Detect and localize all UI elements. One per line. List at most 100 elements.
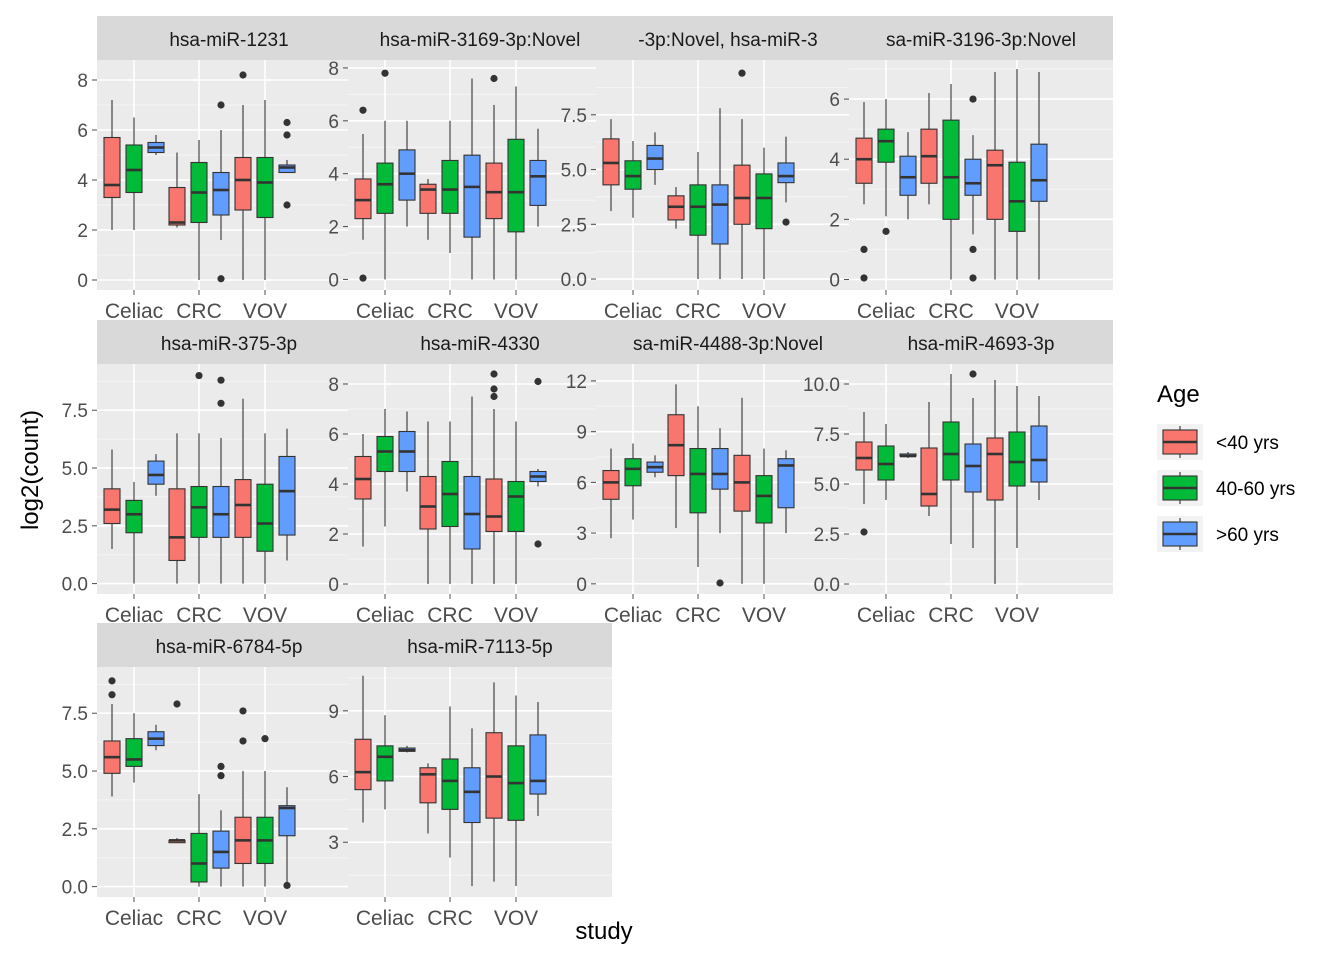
box-celiac-0 — [103, 449, 121, 549]
facet-strip-label: hsa-miR-6784-5p — [156, 637, 303, 658]
box-body — [899, 155, 917, 196]
box-vov-0 — [986, 72, 1004, 280]
box-body — [441, 758, 459, 810]
box-celiac-0 — [103, 100, 121, 230]
x-tick-label: VOV — [742, 300, 786, 323]
x-tick-label: VOV — [243, 300, 287, 323]
box-vov-1 — [1008, 69, 1026, 280]
y-tick-label: 4 — [77, 171, 88, 192]
box-body — [354, 738, 372, 791]
box-vov-1 — [256, 735, 274, 887]
box-vov-2 — [777, 450, 795, 534]
box-celiac-1 — [877, 99, 895, 235]
y-tick-label: 0 — [829, 270, 840, 291]
x-tick-label: Celiac — [604, 300, 662, 323]
x-tick-label: VOV — [243, 907, 287, 930]
box-celiac-0 — [855, 412, 873, 536]
box-crc-1 — [441, 706, 459, 858]
box-body — [278, 805, 296, 837]
y-tick-label: 0.0 — [62, 878, 88, 899]
outlier-point — [217, 399, 225, 407]
box-body — [398, 149, 416, 201]
box-celiac-2 — [147, 454, 165, 496]
y-tick-label: 4 — [328, 475, 339, 496]
box-vov-1 — [507, 86, 525, 280]
outlier-point — [217, 376, 225, 384]
box-crc-0 — [419, 178, 437, 240]
legend-label: 40-60 yrs — [1216, 479, 1295, 500]
x-tick-label: CRC — [176, 604, 222, 627]
facet-strip-label: hsa-miR-375-3p — [161, 334, 297, 355]
box-body — [942, 421, 960, 481]
box-crc-2 — [212, 376, 230, 584]
x-tick-label: Celiac — [604, 604, 662, 627]
x-tick-label: CRC — [176, 907, 222, 930]
box-body — [278, 455, 296, 536]
box-body — [1008, 431, 1026, 487]
box-body — [855, 137, 873, 184]
box-crc-1 — [942, 84, 960, 280]
box-crc-2 — [964, 95, 982, 282]
y-tick-label: 6 — [576, 473, 587, 494]
box-celiac-2 — [899, 132, 917, 220]
x-tick-label: Celiac — [356, 300, 414, 323]
box-celiac-0 — [354, 106, 372, 282]
x-tick-label: Celiac — [105, 300, 163, 323]
outlier-point — [283, 881, 291, 890]
box-body — [689, 448, 707, 514]
box-crc-2 — [463, 728, 481, 887]
x-tick-label: Celiac — [105, 907, 163, 930]
x-tick-label: Celiac — [356, 907, 414, 930]
box-celiac-2 — [646, 132, 664, 185]
facet-strip-label: -3p:Novel, hsa-miR-3 — [638, 30, 818, 51]
box-body — [485, 478, 503, 533]
box-body — [212, 171, 230, 216]
box-celiac-1 — [125, 481, 143, 584]
box-body — [711, 184, 729, 245]
facet-panel: hsa-miR-6784-5p 0.0 2.5 5.0 7.5 Celiac CRC VOV — [62, 623, 361, 930]
box-body — [234, 479, 252, 538]
outlier-point — [969, 274, 977, 282]
y-tick-label: 5.0 — [814, 475, 840, 496]
box-body — [419, 767, 437, 804]
y-tick-label: 6 — [328, 425, 339, 446]
box-body — [212, 485, 230, 538]
facet-strip — [97, 16, 361, 60]
box-body — [507, 138, 525, 233]
outlier-point — [359, 106, 367, 114]
x-tick-label: VOV — [995, 300, 1039, 323]
box-vov-1 — [1008, 386, 1026, 548]
facet-panel: hsa-miR-1231 0 2 4 6 8 Celiac CRC VOV — [77, 16, 361, 323]
box-body — [529, 734, 547, 795]
box-vov-2 — [278, 118, 296, 209]
y-tick-label: 2.5 — [62, 820, 88, 841]
box-crc-1 — [190, 371, 208, 584]
box-vov-0 — [733, 69, 751, 280]
box-crc-2 — [212, 762, 230, 887]
box-celiac-2 — [147, 135, 165, 155]
y-tick-label: 0 — [77, 271, 88, 292]
y-tick-label: 0.0 — [814, 575, 840, 596]
facet-strip — [97, 623, 361, 667]
box-body — [986, 149, 1004, 220]
outlier-point — [860, 245, 868, 254]
box-vov-0 — [234, 707, 252, 887]
y-tick-label: 2 — [328, 218, 339, 239]
facet-strip-label: hsa-miR-1231 — [169, 30, 288, 51]
outlier-point — [381, 69, 389, 77]
box-body — [419, 183, 437, 214]
box-crc-0 — [168, 700, 186, 844]
y-tick-label: 4 — [328, 165, 339, 186]
outlier-point — [969, 370, 977, 378]
box-celiac-1 — [125, 117, 143, 230]
y-tick-label: 7.5 — [62, 704, 88, 725]
outlier-point — [217, 772, 225, 780]
box-body — [376, 435, 394, 473]
box-crc-0 — [419, 421, 437, 584]
box-vov-2 — [529, 128, 547, 227]
box-body — [147, 460, 165, 485]
y-tick-label: 0 — [576, 575, 587, 596]
y-axis-title: log2(count) — [17, 410, 44, 530]
